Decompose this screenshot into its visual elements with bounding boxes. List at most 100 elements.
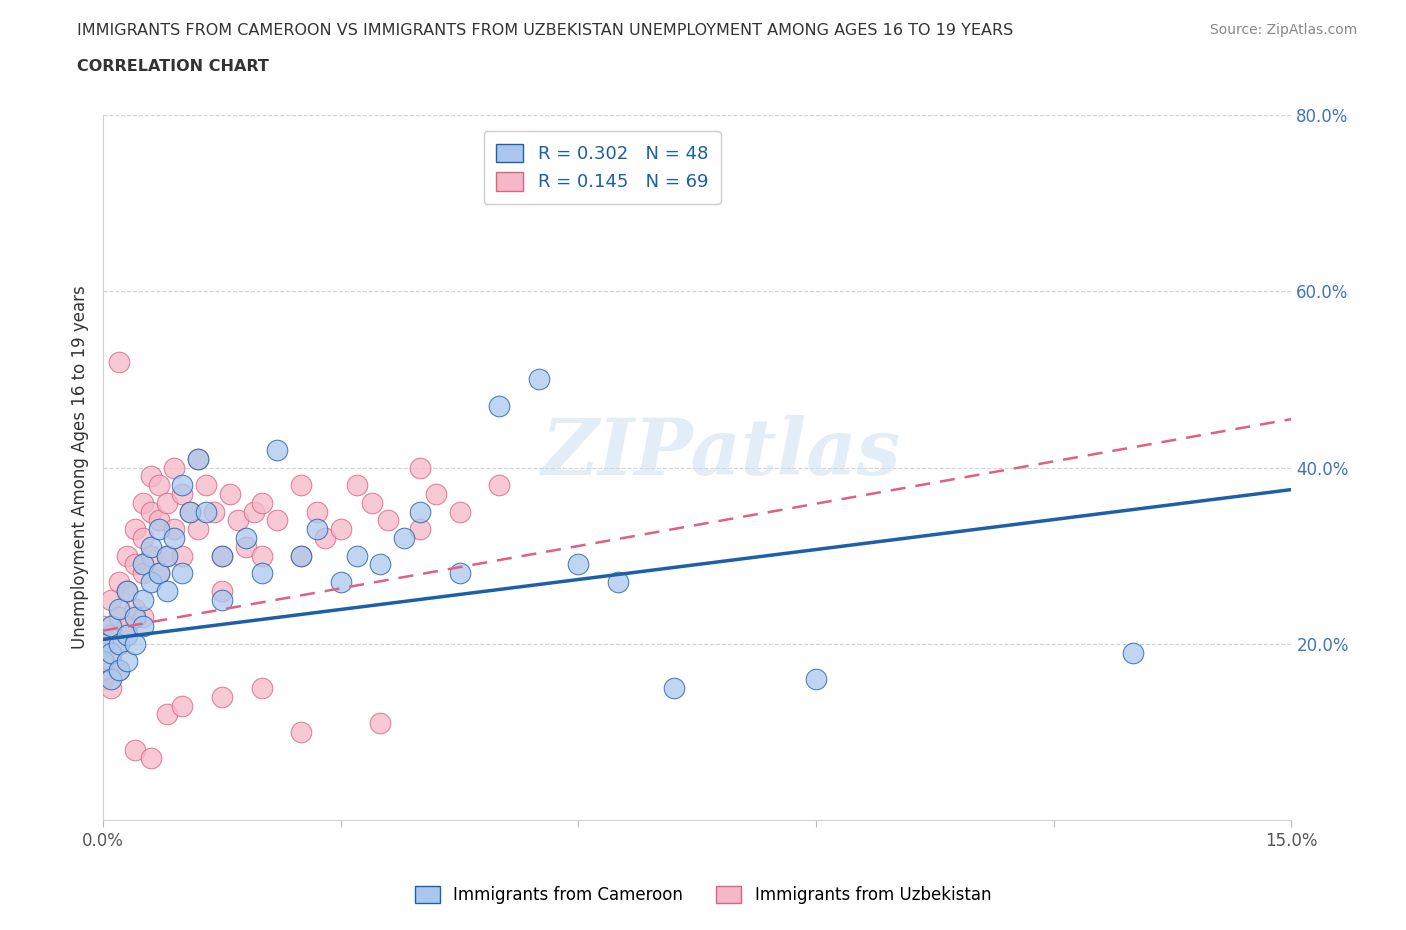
- Point: [488, 398, 510, 413]
- Point: [108, 636, 131, 651]
- Point: [305, 504, 328, 519]
- Point: [235, 539, 257, 554]
- Point: [250, 496, 273, 511]
- Point: [155, 549, 177, 564]
- Point: [100, 654, 122, 669]
- Point: [179, 504, 201, 519]
- Point: [124, 742, 146, 757]
- Point: [115, 628, 138, 643]
- Point: [148, 513, 170, 528]
- Point: [290, 478, 312, 493]
- Point: [91, 618, 114, 633]
- Point: [329, 522, 352, 537]
- Point: [1122, 645, 1144, 660]
- Point: [132, 618, 155, 633]
- Point: [392, 531, 415, 546]
- Point: [139, 504, 162, 519]
- Point: [155, 707, 177, 722]
- Point: [425, 486, 447, 501]
- Point: [290, 549, 312, 564]
- Point: [108, 663, 131, 678]
- Point: [108, 663, 131, 678]
- Point: [187, 451, 209, 466]
- Point: [163, 460, 186, 475]
- Legend: Immigrants from Cameroon, Immigrants from Uzbekistan: Immigrants from Cameroon, Immigrants fro…: [408, 879, 998, 910]
- Point: [155, 583, 177, 598]
- Point: [115, 618, 138, 633]
- Point: [235, 531, 257, 546]
- Point: [662, 681, 685, 696]
- Point: [163, 522, 186, 537]
- Point: [266, 513, 288, 528]
- Point: [211, 549, 233, 564]
- Point: [139, 575, 162, 590]
- Point: [132, 565, 155, 580]
- Point: [132, 496, 155, 511]
- Point: [346, 478, 368, 493]
- Point: [409, 522, 432, 537]
- Point: [148, 565, 170, 580]
- Point: [124, 636, 146, 651]
- Point: [115, 654, 138, 669]
- Point: [202, 504, 225, 519]
- Point: [172, 486, 194, 501]
- Point: [567, 557, 589, 572]
- Point: [100, 645, 122, 660]
- Point: [370, 716, 392, 731]
- Point: [100, 618, 122, 633]
- Point: [124, 522, 146, 537]
- Point: [172, 549, 194, 564]
- Legend: R = 0.302   N = 48, R = 0.145   N = 69: R = 0.302 N = 48, R = 0.145 N = 69: [484, 131, 721, 204]
- Point: [346, 549, 368, 564]
- Point: [211, 592, 233, 607]
- Point: [100, 681, 122, 696]
- Point: [305, 522, 328, 537]
- Point: [250, 565, 273, 580]
- Point: [329, 575, 352, 590]
- Point: [211, 549, 233, 564]
- Point: [361, 496, 384, 511]
- Text: ZIPatlas: ZIPatlas: [541, 415, 901, 492]
- Point: [607, 575, 630, 590]
- Point: [211, 689, 233, 704]
- Point: [115, 583, 138, 598]
- Point: [132, 557, 155, 572]
- Point: [108, 354, 131, 369]
- Point: [377, 513, 399, 528]
- Point: [108, 610, 131, 625]
- Point: [155, 496, 177, 511]
- Point: [242, 504, 264, 519]
- Point: [226, 513, 249, 528]
- Point: [250, 681, 273, 696]
- Point: [91, 654, 114, 669]
- Point: [449, 504, 471, 519]
- Point: [527, 372, 550, 387]
- Text: Source: ZipAtlas.com: Source: ZipAtlas.com: [1209, 23, 1357, 37]
- Point: [195, 504, 218, 519]
- Point: [219, 486, 242, 501]
- Point: [91, 671, 114, 686]
- Point: [172, 698, 194, 713]
- Point: [115, 583, 138, 598]
- Point: [250, 549, 273, 564]
- Point: [211, 583, 233, 598]
- Point: [804, 671, 827, 686]
- Point: [124, 601, 146, 616]
- Point: [290, 549, 312, 564]
- Point: [370, 557, 392, 572]
- Point: [108, 601, 131, 616]
- Point: [266, 443, 288, 458]
- Point: [124, 557, 146, 572]
- Point: [100, 592, 122, 607]
- Point: [139, 751, 162, 765]
- Point: [155, 549, 177, 564]
- Point: [108, 636, 131, 651]
- Point: [148, 565, 170, 580]
- Point: [91, 636, 114, 651]
- Point: [290, 724, 312, 739]
- Point: [148, 522, 170, 537]
- Point: [179, 504, 201, 519]
- Point: [163, 531, 186, 546]
- Point: [139, 469, 162, 484]
- Text: CORRELATION CHART: CORRELATION CHART: [77, 59, 269, 73]
